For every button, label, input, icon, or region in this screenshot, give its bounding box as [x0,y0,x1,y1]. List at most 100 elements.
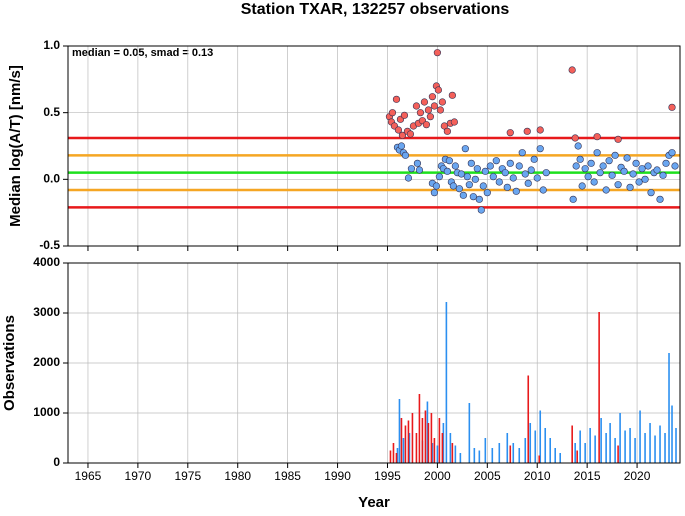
point [448,91,456,99]
point [434,86,442,94]
point [404,174,413,182]
point [465,181,473,189]
point [416,109,425,117]
y-tick-label: 4000 [33,255,60,269]
point [422,121,431,129]
point [506,159,514,167]
point [430,102,439,110]
point [481,167,489,175]
point [415,166,424,174]
annotation: median = 0.05, smad = 0.13 [72,47,213,59]
point [459,191,467,199]
point [473,165,481,173]
point [653,166,661,174]
x-tick-label: 1970 [125,469,152,483]
point [668,149,676,157]
point [451,162,459,170]
x-tick-label: 2020 [624,469,651,483]
point [492,157,500,165]
x-tick-label: 1980 [224,469,251,483]
point [581,165,589,173]
point [392,95,401,103]
point [629,170,637,178]
point [489,173,497,181]
point [523,127,531,135]
point [412,102,421,110]
plot-frame [67,262,681,464]
y-tick-label: 1000 [33,405,60,419]
x-tick-label: 1985 [274,469,301,483]
y-tick-label: 2000 [33,355,60,369]
x-axis-label: Year [358,494,390,511]
point [413,159,422,167]
point [671,162,679,170]
point [420,98,429,106]
point [611,151,619,159]
point [461,145,469,153]
point [445,157,453,165]
point [463,173,471,181]
point [443,127,451,135]
point [572,162,580,170]
point [638,165,646,173]
point [614,135,622,143]
point [394,126,403,134]
point [533,174,541,182]
point [515,162,523,170]
x-tick-label: 2010 [524,469,551,483]
y-tick-label: 3000 [33,305,60,319]
point [440,122,448,130]
point [569,195,577,203]
point [428,93,437,101]
point [590,178,598,186]
point [407,165,416,173]
point [457,170,465,178]
point [599,162,607,170]
point [626,183,634,191]
point [584,173,592,181]
point [659,171,667,179]
y-tick-label: 0 [53,455,60,469]
x-tick-label: 1975 [174,469,201,483]
y-axis-label: Median log(A/T) [nm/s] [7,65,24,227]
chart-title: Station TXAR, 132257 observations [241,1,510,18]
y-tick-label: 0.5 [43,105,60,119]
x-tick-label: 1990 [324,469,351,483]
point [635,178,643,186]
point [608,171,616,179]
point [475,195,483,203]
point [578,182,586,190]
point [614,181,622,189]
point [467,159,475,167]
point [605,157,613,165]
point [506,129,514,137]
x-tick-label: 1965 [75,469,102,483]
y-tick-label: 1.0 [43,38,60,52]
point [401,151,410,159]
point [400,111,409,119]
point [455,185,463,193]
point [450,118,458,126]
point [426,113,435,121]
point [430,189,439,197]
point [530,155,538,163]
point [668,103,676,111]
point [524,179,532,187]
point [471,175,479,183]
y-tick-label: -0.5 [39,238,60,252]
x-tick-label: 2005 [474,469,501,483]
y-tick-label: 0.0 [43,172,60,186]
point [632,159,640,167]
point [593,149,601,157]
point [503,183,511,191]
point [593,133,601,141]
x-tick-label: 2000 [424,469,451,483]
point [587,159,595,167]
point [662,159,670,167]
point [512,187,520,195]
point [527,166,535,174]
x-tick-label: 2015 [574,469,601,483]
point [501,169,509,177]
plot-frame [67,45,681,247]
